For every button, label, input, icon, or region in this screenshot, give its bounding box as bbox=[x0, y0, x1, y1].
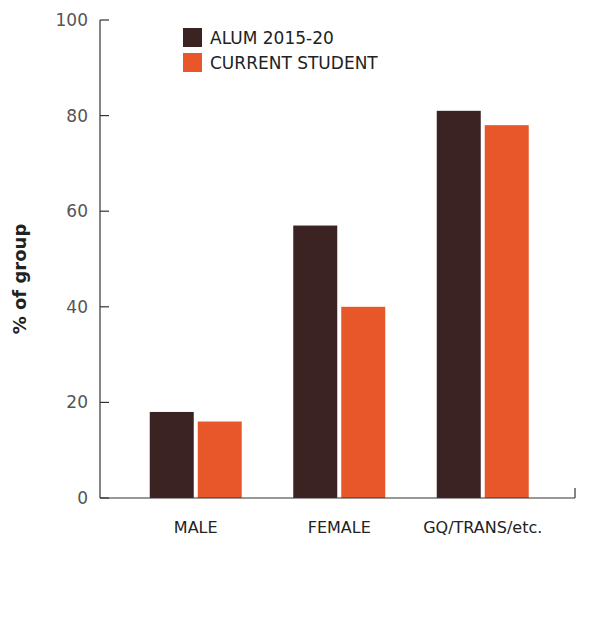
legend-label: CURRENT STUDENT bbox=[210, 53, 378, 73]
legend-swatch bbox=[183, 53, 202, 72]
legend-label: ALUM 2015-20 bbox=[210, 28, 334, 48]
legend: ALUM 2015-20 CURRENT STUDENT bbox=[183, 28, 378, 73]
bars bbox=[150, 111, 529, 498]
y-axis-line bbox=[99, 20, 100, 498]
bar bbox=[198, 422, 242, 498]
y-tick bbox=[100, 19, 109, 20]
y-axis-label: % of group bbox=[9, 224, 30, 335]
y-tick bbox=[100, 402, 109, 403]
y-tick bbox=[100, 115, 109, 116]
y-tick-label: 20 bbox=[66, 392, 88, 412]
x-tick-label: GQ/TRANS/etc. bbox=[423, 518, 542, 537]
x-axis-end-tick bbox=[574, 488, 575, 498]
y-tick-label: 80 bbox=[66, 106, 88, 126]
y-tick bbox=[100, 211, 109, 212]
bar bbox=[437, 111, 481, 498]
bar bbox=[341, 307, 385, 498]
y-tick bbox=[100, 306, 109, 307]
x-tick-label: MALE bbox=[174, 518, 218, 537]
y-tick-label: 40 bbox=[66, 297, 88, 317]
legend-swatch bbox=[183, 28, 202, 47]
bar bbox=[293, 226, 337, 498]
y-tick bbox=[100, 497, 109, 498]
bar bbox=[150, 412, 194, 498]
chart-container: 0 20 40 60 80 100 MALE FEMALE GQ/TRANS/etc. % of … bbox=[0, 0, 600, 620]
y-tick-label: 0 bbox=[77, 488, 88, 508]
y-tick-label: 100 bbox=[56, 10, 88, 30]
bar bbox=[485, 125, 529, 498]
y-tick-label: 60 bbox=[66, 201, 88, 221]
x-axis-line bbox=[100, 497, 575, 498]
chart-svg: 0 20 40 60 80 100 MALE FEMALE GQ/TRANS/etc. % of … bbox=[0, 0, 600, 620]
x-tick-label: FEMALE bbox=[308, 518, 371, 537]
